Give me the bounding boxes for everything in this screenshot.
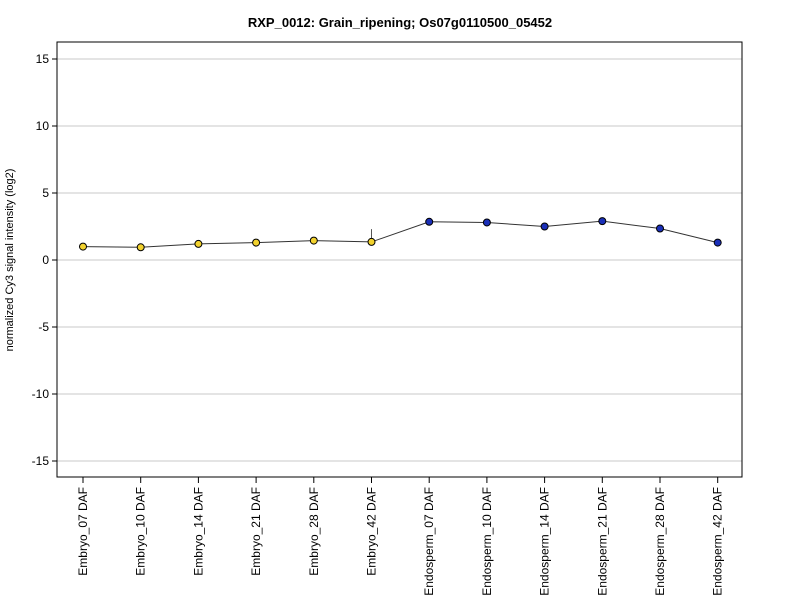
- x-tick-label-4: Embryo_28 DAF: [307, 487, 321, 576]
- x-tick-label-0: Embryo_07 DAF: [76, 487, 90, 576]
- data-point-8: [540, 222, 549, 231]
- data-point-7: [482, 218, 491, 227]
- y-tick-label-4: -5: [38, 320, 49, 334]
- series-layer: [79, 217, 722, 252]
- data-point-2: [194, 239, 203, 248]
- y-tick-label-2: 5: [42, 186, 49, 200]
- axes: 15 10 5 0 -5 -10 -15 Embryo_07 DAF Embryo_10 DAF…: [32, 52, 725, 596]
- x-tick-label-10: Endosperm_28 DAF: [653, 487, 667, 596]
- x-tick-label-8: Endosperm_14 DAF: [538, 487, 552, 596]
- x-tick-label-9: Endosperm_21 DAF: [595, 487, 609, 596]
- y-tick-label-1: 10: [36, 119, 50, 133]
- y-tick-label-5: -10: [32, 387, 50, 401]
- data-point-9: [598, 217, 607, 226]
- x-tick-label-3: Embryo_21 DAF: [249, 487, 263, 576]
- series-line: [82, 220, 718, 248]
- plot-frame: [56, 41, 743, 478]
- x-tick-label-2: Embryo_14 DAF: [191, 487, 205, 576]
- data-point-10: [656, 224, 664, 233]
- data-point-6: [425, 217, 434, 226]
- x-tick-label-7: Endosperm_10 DAF: [480, 487, 494, 596]
- data-point-5: [367, 237, 376, 246]
- data-point-3: [252, 238, 261, 247]
- x-tick-label-1: Embryo_10 DAF: [134, 487, 148, 576]
- data-point-4: [309, 236, 318, 245]
- gridlines: [57, 58, 742, 462]
- data-point-1: [136, 243, 145, 252]
- x-tick-label-11: Endosperm_42 DAF: [711, 487, 725, 596]
- chart-title: RXP_0012: Grain_ripening; Os07g0110500_0…: [248, 15, 552, 30]
- y-axis-label: normalized Cy3 signal intensity (log2): [4, 169, 16, 352]
- data-point-0: [79, 242, 87, 251]
- x-tick-label-5: Embryo_42 DAF: [365, 487, 379, 576]
- y-tick-label-6: -15: [32, 454, 50, 468]
- data-point-11: [713, 238, 722, 247]
- y-tick-label-0: 15: [36, 52, 50, 66]
- y-tick-label-3: 0: [42, 253, 49, 267]
- x-tick-label-6: Endosperm_07 DAF: [422, 487, 436, 596]
